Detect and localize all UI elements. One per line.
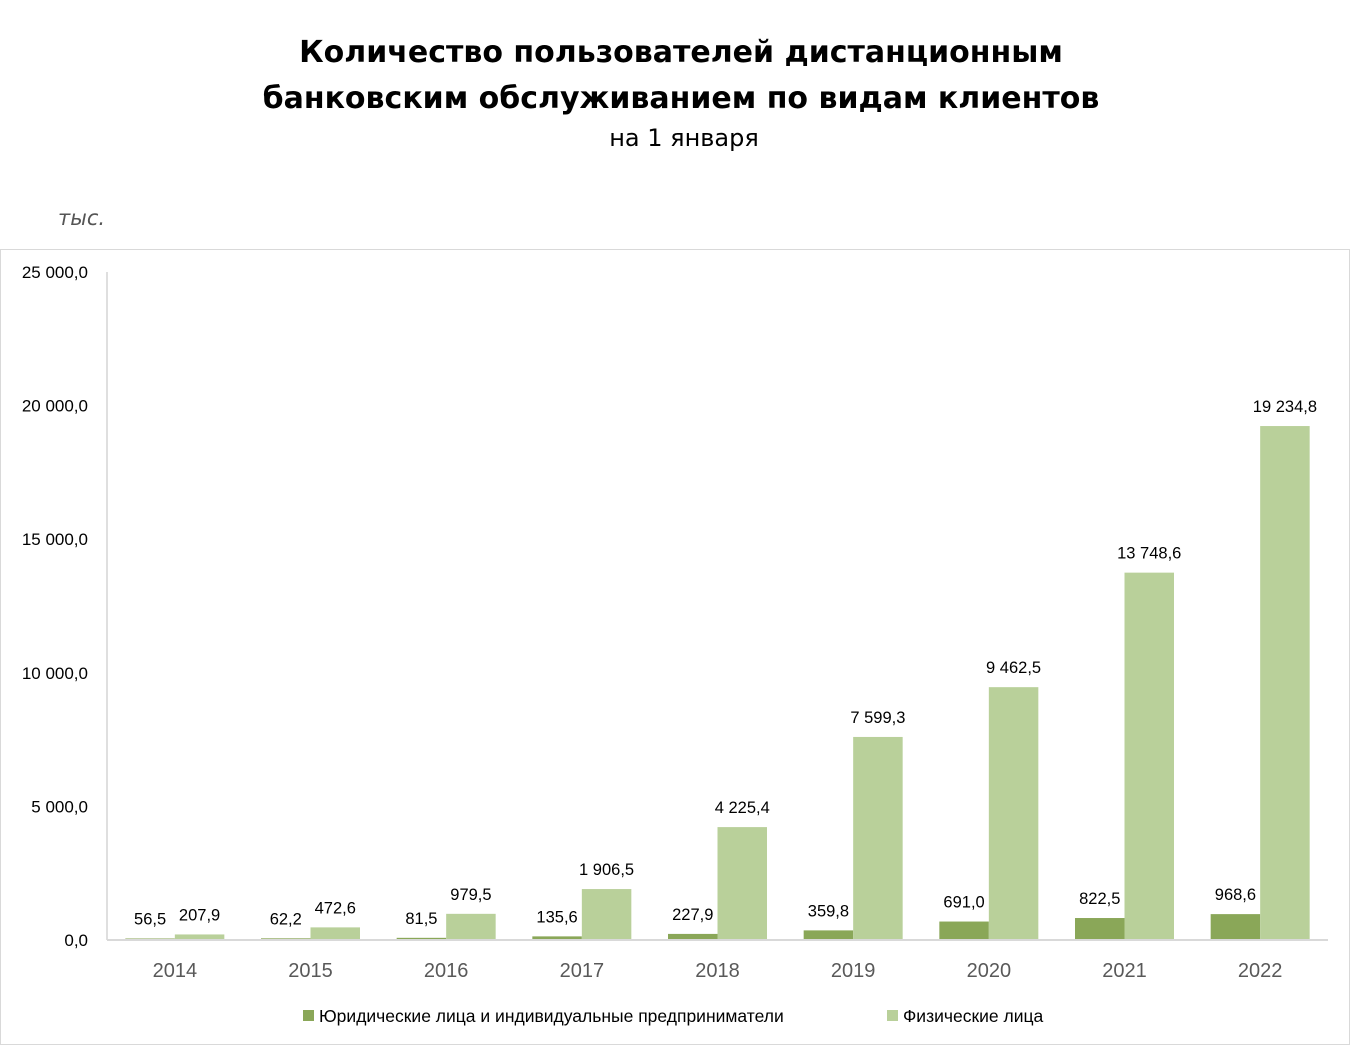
chart-frame	[0, 249, 1350, 1045]
data-label: 979,5	[450, 886, 491, 904]
data-label: 472,6	[315, 899, 356, 917]
data-label: 822,5	[1079, 890, 1120, 908]
bar-individuals-2018	[717, 827, 767, 940]
x-tick-label: 2020	[967, 960, 1012, 982]
title-line-2: банковским обслуживанием по видам клиент…	[262, 81, 1100, 116]
bar-individuals-2022	[1260, 426, 1310, 940]
data-label: 1 906,5	[579, 861, 634, 879]
bar-individuals-2016	[446, 913, 496, 940]
y-tick-label: 20 000,0	[22, 397, 88, 416]
legend-label: Юридические лица и индивидуальные предпр…	[319, 1006, 784, 1026]
bar-individuals-2020	[988, 687, 1039, 940]
y-tick-label: 5 000,0	[31, 797, 88, 816]
x-tick-label: 2015	[288, 960, 333, 982]
legend-swatch	[887, 1010, 898, 1021]
chart-title: Количество пользователей дистанционным б…	[0, 30, 1356, 122]
y-tick-label: 10 000,0	[22, 664, 88, 683]
data-label: 13 748,6	[1117, 545, 1181, 563]
unit-label: тыс.	[58, 206, 106, 230]
chart-subtitle: на 1 января	[609, 124, 759, 152]
data-label: 7 599,3	[850, 709, 905, 727]
y-tick-label: 0,0	[64, 931, 88, 950]
data-label: 9 462,5	[986, 659, 1041, 677]
data-label: 691,0	[943, 894, 984, 912]
data-label: 135,6	[536, 908, 577, 926]
x-tick-label: 2019	[831, 960, 876, 982]
bar-legal-2020	[939, 921, 989, 940]
bar-individuals-2019	[853, 736, 903, 940]
data-label: 968,6	[1215, 886, 1256, 904]
y-tick-label: 25 000,0	[22, 263, 88, 282]
legend-label: Физические лица	[903, 1006, 1044, 1026]
bar-legal-2022	[1210, 914, 1261, 940]
legend-swatch	[303, 1010, 314, 1021]
data-label: 207,9	[179, 906, 220, 924]
bar-individuals-2021	[1124, 572, 1174, 940]
title-line-1: Количество пользователей дистанционным	[299, 35, 1063, 70]
bar-individuals-2015	[310, 927, 360, 940]
x-tick-label: 2016	[424, 960, 469, 982]
bar-individuals-2014	[174, 934, 225, 940]
data-label: 227,9	[672, 906, 713, 924]
data-label: 56,5	[134, 910, 166, 928]
data-label: 359,8	[808, 902, 849, 920]
bar-legal-2016	[396, 937, 447, 940]
x-tick-label: 2018	[695, 960, 740, 982]
bar-individuals-2017	[581, 889, 632, 940]
y-tick-label: 15 000,0	[22, 530, 88, 549]
bar-legal-2017	[532, 936, 582, 940]
x-tick-label: 2021	[1102, 960, 1147, 982]
x-tick-label: 2022	[1238, 960, 1283, 982]
data-label: 4 225,4	[715, 799, 770, 817]
bar-legal-2021	[1075, 918, 1125, 940]
data-label: 62,2	[270, 910, 302, 928]
data-label: 19 234,8	[1253, 398, 1317, 416]
bar-legal-2018	[668, 933, 718, 940]
x-tick-label: 2014	[153, 960, 198, 982]
data-label: 81,5	[405, 910, 437, 928]
bar-legal-2019	[803, 930, 854, 940]
x-tick-label: 2017	[560, 960, 605, 982]
